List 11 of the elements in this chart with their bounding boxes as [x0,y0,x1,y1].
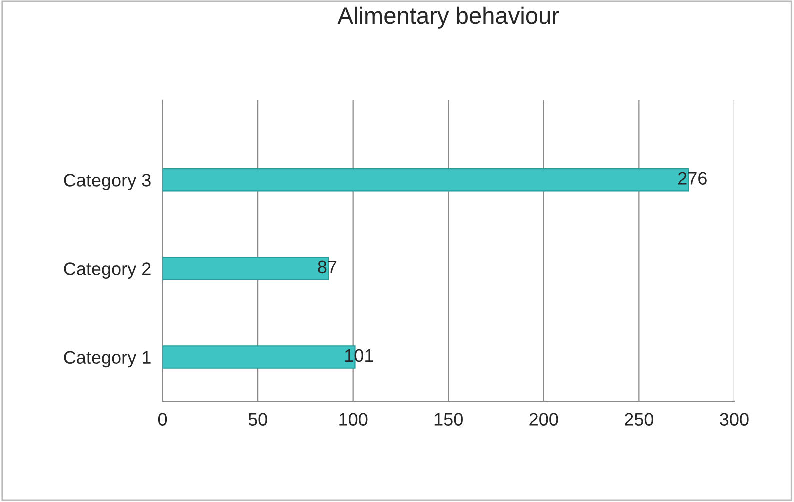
x-tick-label: 0 [158,413,168,426]
x-tick-label: 150 [434,413,463,426]
x-tick-label: 50 [248,413,268,426]
y-tick-label: Category 2 [64,262,151,280]
x-tick-label: 100 [340,413,368,426]
y-tick-label: Category 1 [64,351,151,368]
x-tick-label: 200 [530,413,558,426]
chart-title: Alimentary behaviour [338,6,560,29]
y-tick-label: Category 3 [64,174,151,190]
x-tick-label: 300 [720,413,749,426]
x-tick-label: 250 [625,413,654,426]
